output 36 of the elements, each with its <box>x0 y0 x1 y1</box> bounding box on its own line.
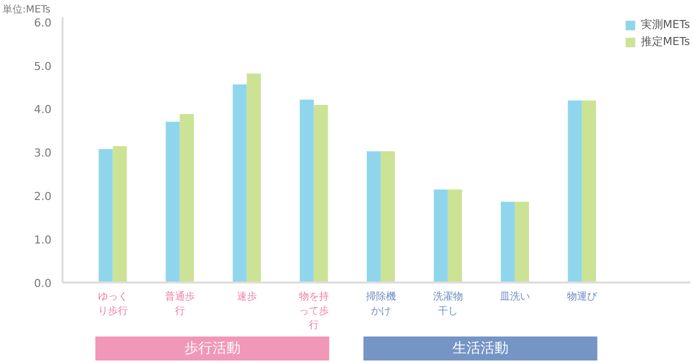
bar <box>500 202 515 282</box>
x-tick-label: 洗濯物干し <box>432 290 463 317</box>
bar <box>366 151 381 282</box>
legend-label: 推定METs <box>640 34 690 49</box>
bar <box>166 122 180 282</box>
bar <box>434 190 448 282</box>
x-tick-label: 速歩 <box>236 290 257 302</box>
y-tick-label: 4.0 <box>34 103 52 116</box>
bar <box>448 190 462 282</box>
x-tick-label: 物を持って歩行 <box>298 290 329 332</box>
bar <box>232 84 247 282</box>
y-axis-title: 単位:METs <box>2 4 50 16</box>
bar <box>246 74 261 282</box>
bar <box>300 100 314 282</box>
legend-label: 実測METs <box>640 17 690 32</box>
bar <box>180 114 194 282</box>
bar <box>98 149 113 282</box>
x-tick-label: 普通歩行 <box>164 290 195 317</box>
bar <box>568 100 582 282</box>
x-tick-label: ゆっくり歩行 <box>98 292 128 317</box>
bar <box>112 146 127 282</box>
y-tick-label: 6.0 <box>34 16 52 30</box>
text: 歩行活動 <box>184 340 240 356</box>
y-tick-label: 3.0 <box>34 146 52 160</box>
bar <box>380 151 395 282</box>
bar <box>314 104 328 282</box>
x-tick-label: 掃除機かけ <box>366 290 396 317</box>
y-tick-label: 5.0 <box>34 60 52 73</box>
y-tick-label: 0.0 <box>34 277 52 290</box>
bar <box>514 202 529 282</box>
x-tick-label: 皿洗い <box>500 290 530 302</box>
y-tick-label: 2.0 <box>34 190 52 204</box>
y-tick-label: 1.0 <box>34 234 52 247</box>
x-tick-label: 物運び <box>566 290 598 302</box>
text: 生活活動 <box>452 340 508 356</box>
bar <box>582 100 596 282</box>
